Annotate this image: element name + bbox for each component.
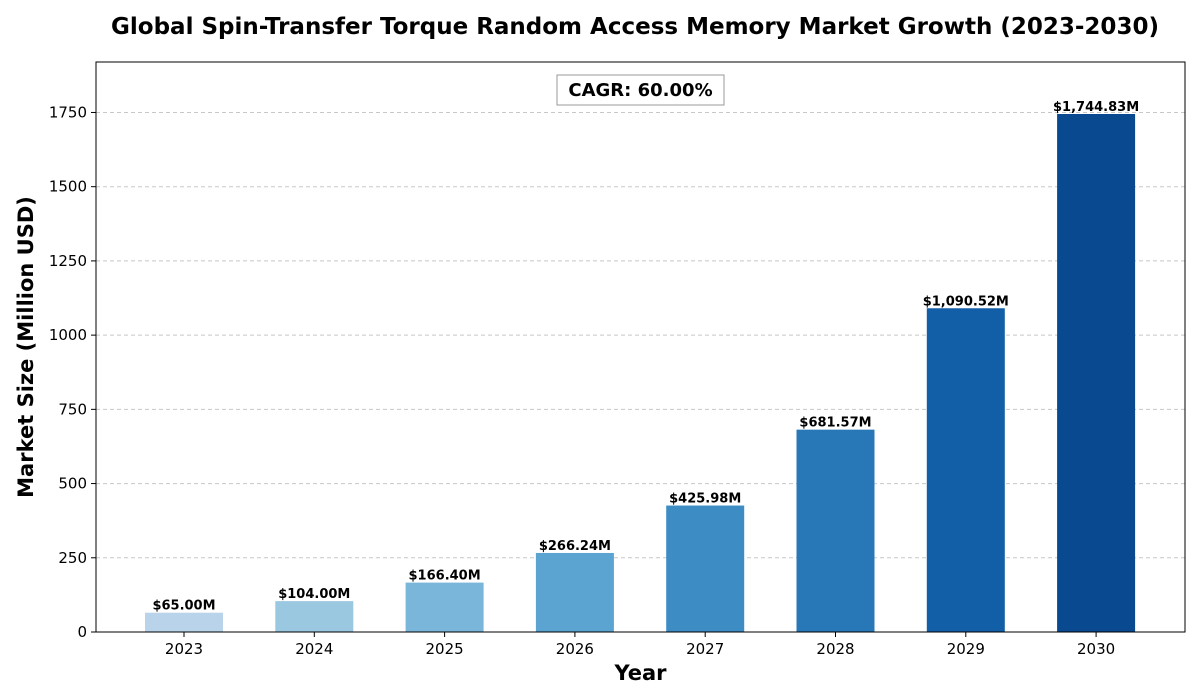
chart-title: Global Spin-Transfer Torque Random Acces… (111, 14, 1159, 40)
cagr-text: CAGR: 60.00% (568, 80, 712, 101)
data-label-2025: $166.40M (409, 569, 481, 584)
bar-2024 (275, 601, 354, 632)
y-tick-label: 750 (58, 400, 87, 418)
y-tick-label: 1500 (49, 178, 87, 196)
y-tick-label: 0 (77, 623, 87, 641)
data-label-2030: $1,744.83M (1053, 100, 1139, 115)
cagr-box (556, 74, 725, 106)
bar-2030 (1057, 114, 1136, 632)
x-tick-label-2030: 2030 (1077, 640, 1115, 658)
bar-2025 (405, 582, 484, 632)
x-axis-ticks: 2023 2024 2025 2026 2027 2028 2029 2030 (165, 632, 1115, 658)
x-tick-label-2024: 2024 (295, 640, 333, 658)
y-tick-label: 250 (58, 549, 87, 567)
y-axis-label: Market Size (Million USD) (14, 196, 38, 498)
bar-2027 (666, 505, 745, 632)
data-label-2027: $425.98M (669, 492, 741, 507)
x-tick-label-2025: 2025 (426, 640, 464, 658)
x-axis-label: Year (613, 661, 667, 685)
y-tick-label: 1750 (49, 103, 87, 121)
y-tick-label: 1250 (49, 252, 87, 270)
gridlines (96, 111, 1185, 559)
bar-2029 (926, 308, 1005, 632)
data-label-2029: $1,090.52M (923, 294, 1009, 309)
y-axis-ticks: 0 250 500 750 1000 1250 1500 1750 (49, 103, 96, 641)
x-tick-label-2029: 2029 (947, 640, 985, 658)
data-label-2023: $65.00M (152, 599, 215, 614)
x-tick-label-2023: 2023 (165, 640, 203, 658)
data-label-2028: $681.57M (799, 416, 871, 431)
cagr-annotation: CAGR: 60.00% (556, 74, 725, 106)
data-labels: $65.00M $104.00M $166.40M $266.24M $425.98M $… (152, 100, 1139, 614)
x-tick-label-2026: 2026 (556, 640, 594, 658)
bar-2026 (535, 552, 614, 632)
x-tick-label-2028: 2028 (816, 640, 854, 658)
plot-frame (95, 61, 1186, 633)
data-label-2026: $266.24M (539, 539, 611, 554)
bars (145, 114, 1136, 632)
y-tick-label: 500 (58, 475, 87, 493)
bar-2023 (145, 612, 223, 632)
y-tick-label: 1000 (49, 326, 87, 344)
x-tick-label-2027: 2027 (686, 640, 724, 658)
bar-2028 (796, 429, 875, 632)
data-label-2024: $104.00M (278, 587, 350, 602)
